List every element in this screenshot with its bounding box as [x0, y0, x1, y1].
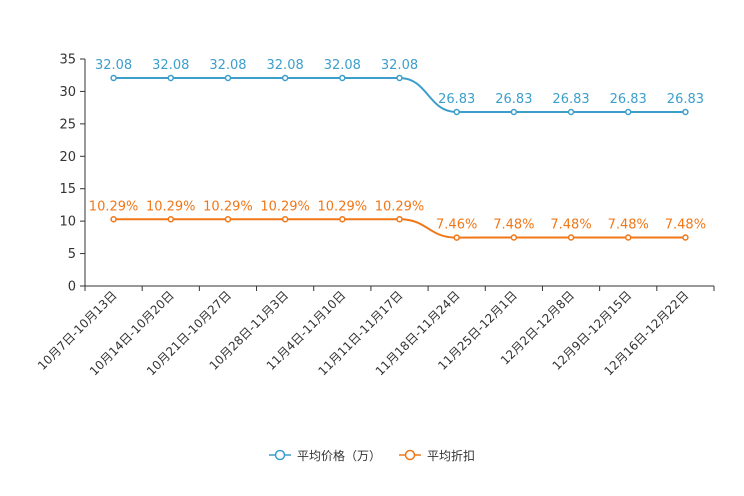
data-label: 32.08: [267, 58, 304, 73]
y-tick-label: 15: [59, 182, 76, 197]
data-point[interactable]: [110, 74, 117, 82]
y-tick-label: 35: [59, 53, 76, 68]
data-point[interactable]: [167, 216, 175, 223]
series-line-0: [113, 76, 686, 113]
data-point[interactable]: [167, 74, 175, 82]
data-label: 32.08: [152, 58, 189, 73]
data-label: 10.29%: [318, 199, 368, 214]
y-tick-label: 10: [59, 215, 76, 230]
data-label: 32.08: [381, 58, 418, 73]
data-point[interactable]: [339, 216, 346, 223]
data-point[interactable]: [624, 108, 632, 116]
data-label: 26.83: [438, 92, 475, 107]
data-label: 26.83: [667, 92, 704, 107]
data-point[interactable]: [224, 74, 232, 82]
data-point[interactable]: [682, 108, 689, 116]
data-label: 7.46%: [436, 218, 477, 233]
y-tick-label: 0: [68, 280, 76, 295]
data-point[interactable]: [396, 74, 403, 82]
data-label: 7.48%: [550, 217, 591, 232]
data-label: 7.48%: [608, 217, 649, 232]
data-point[interactable]: [567, 234, 575, 241]
line-chart: 0510152025303510月7日-10月13日10月14日-10月20日1…: [35, 53, 715, 378]
legend-item-avg-price[interactable]: 平均价格（万）: [268, 447, 381, 464]
data-label: 26.83: [552, 92, 589, 107]
data-label: 32.08: [209, 58, 246, 73]
data-label: 10.29%: [375, 199, 425, 214]
data-point[interactable]: [453, 108, 460, 116]
data-label: 10.29%: [203, 199, 253, 214]
data-label: 26.83: [610, 92, 647, 107]
data-point[interactable]: [510, 108, 518, 116]
y-tick-label: 5: [68, 247, 76, 262]
legend-label-avg-price: 平均价格（万）: [296, 448, 381, 463]
data-point[interactable]: [453, 234, 460, 241]
data-label: 10.29%: [89, 199, 139, 214]
y-tick-label: 20: [59, 150, 76, 165]
data-point[interactable]: [396, 216, 403, 223]
data-label: 10.29%: [146, 199, 196, 214]
data-point[interactable]: [339, 74, 346, 82]
data-label: 7.48%: [665, 217, 706, 232]
data-point[interactable]: [624, 234, 632, 241]
data-point[interactable]: [281, 216, 289, 223]
data-point[interactable]: [510, 234, 518, 241]
legend: 平均价格（万） 平均折扣: [0, 446, 744, 464]
legend-item-avg-discount[interactable]: 平均折扣: [399, 447, 475, 464]
data-point[interactable]: [224, 216, 232, 223]
data-point[interactable]: [110, 216, 117, 223]
data-point[interactable]: [567, 108, 575, 116]
data-label: 10.29%: [260, 199, 310, 214]
data-point[interactable]: [281, 74, 289, 82]
legend-label-avg-discount: 平均折扣: [427, 448, 476, 463]
data-label: 26.83: [495, 92, 532, 107]
y-tick-label: 30: [59, 85, 76, 100]
y-tick-label: 25: [59, 117, 76, 132]
legend-line-circle-icon-discount: [399, 449, 421, 461]
data-label: 32.08: [95, 58, 132, 73]
legend-line-circle-icon-price: [268, 449, 291, 461]
data-label: 32.08: [324, 58, 361, 73]
data-point[interactable]: [682, 234, 689, 241]
data-label: 7.48%: [493, 217, 534, 232]
